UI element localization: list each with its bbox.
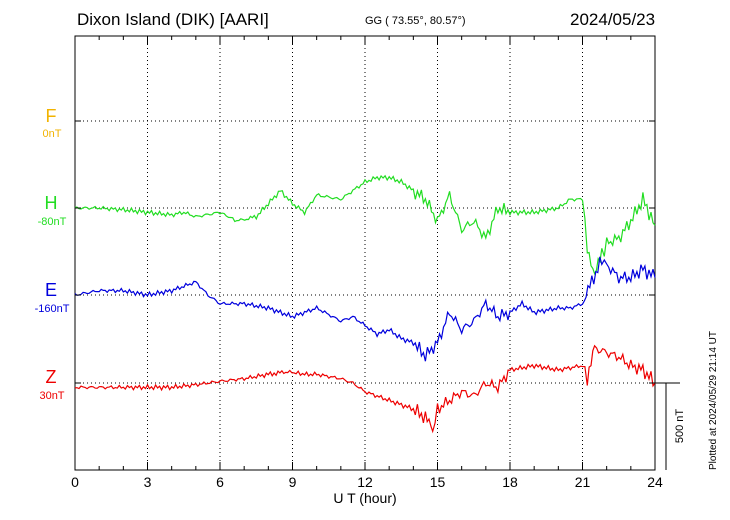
x-axis-label: U T (hour) [333,490,396,506]
channel-e-label: E [44,280,57,300]
station-title: Dixon Island (DIK) [AARI] [77,10,269,29]
scale-bar [655,382,680,470]
channel-h-label: H [44,193,58,213]
plotted-timestamp: Plotted at 2024/05/29 21:14 UT [708,331,719,470]
channel-z-offset: 30nT [39,390,65,402]
x-tick-label: 3 [144,474,152,490]
station-coordinates: GG ( 73.55°, 80.57°) [365,15,466,27]
grid-lines [75,36,655,470]
series-line-z [74,344,656,434]
series-line-e [74,256,656,362]
x-tick-label: 0 [71,474,79,490]
x-tick-label: 6 [216,474,224,490]
channel-f-offset: 0nT [42,128,62,140]
x-tick-label: 24 [647,474,663,490]
plot-date: 2024/05/23 [570,10,656,29]
x-tick-label: 18 [502,474,518,490]
x-tick-label: 12 [357,474,373,490]
channel-h-offset: -80nT [37,216,67,228]
channel-z-label: Z [45,367,57,387]
scale-label: 500 nT [674,409,686,444]
x-tick-label: 15 [430,474,446,490]
x-axis: 0 3 6 9 12 15 18 21 24 [71,36,663,490]
series-line-h [74,174,656,276]
series-group [74,174,656,434]
channel-e-offset: -160nT [34,303,70,315]
x-tick-label: 9 [289,474,297,490]
x-tick-label: 21 [575,474,591,490]
channel-f-label: F [45,106,57,126]
